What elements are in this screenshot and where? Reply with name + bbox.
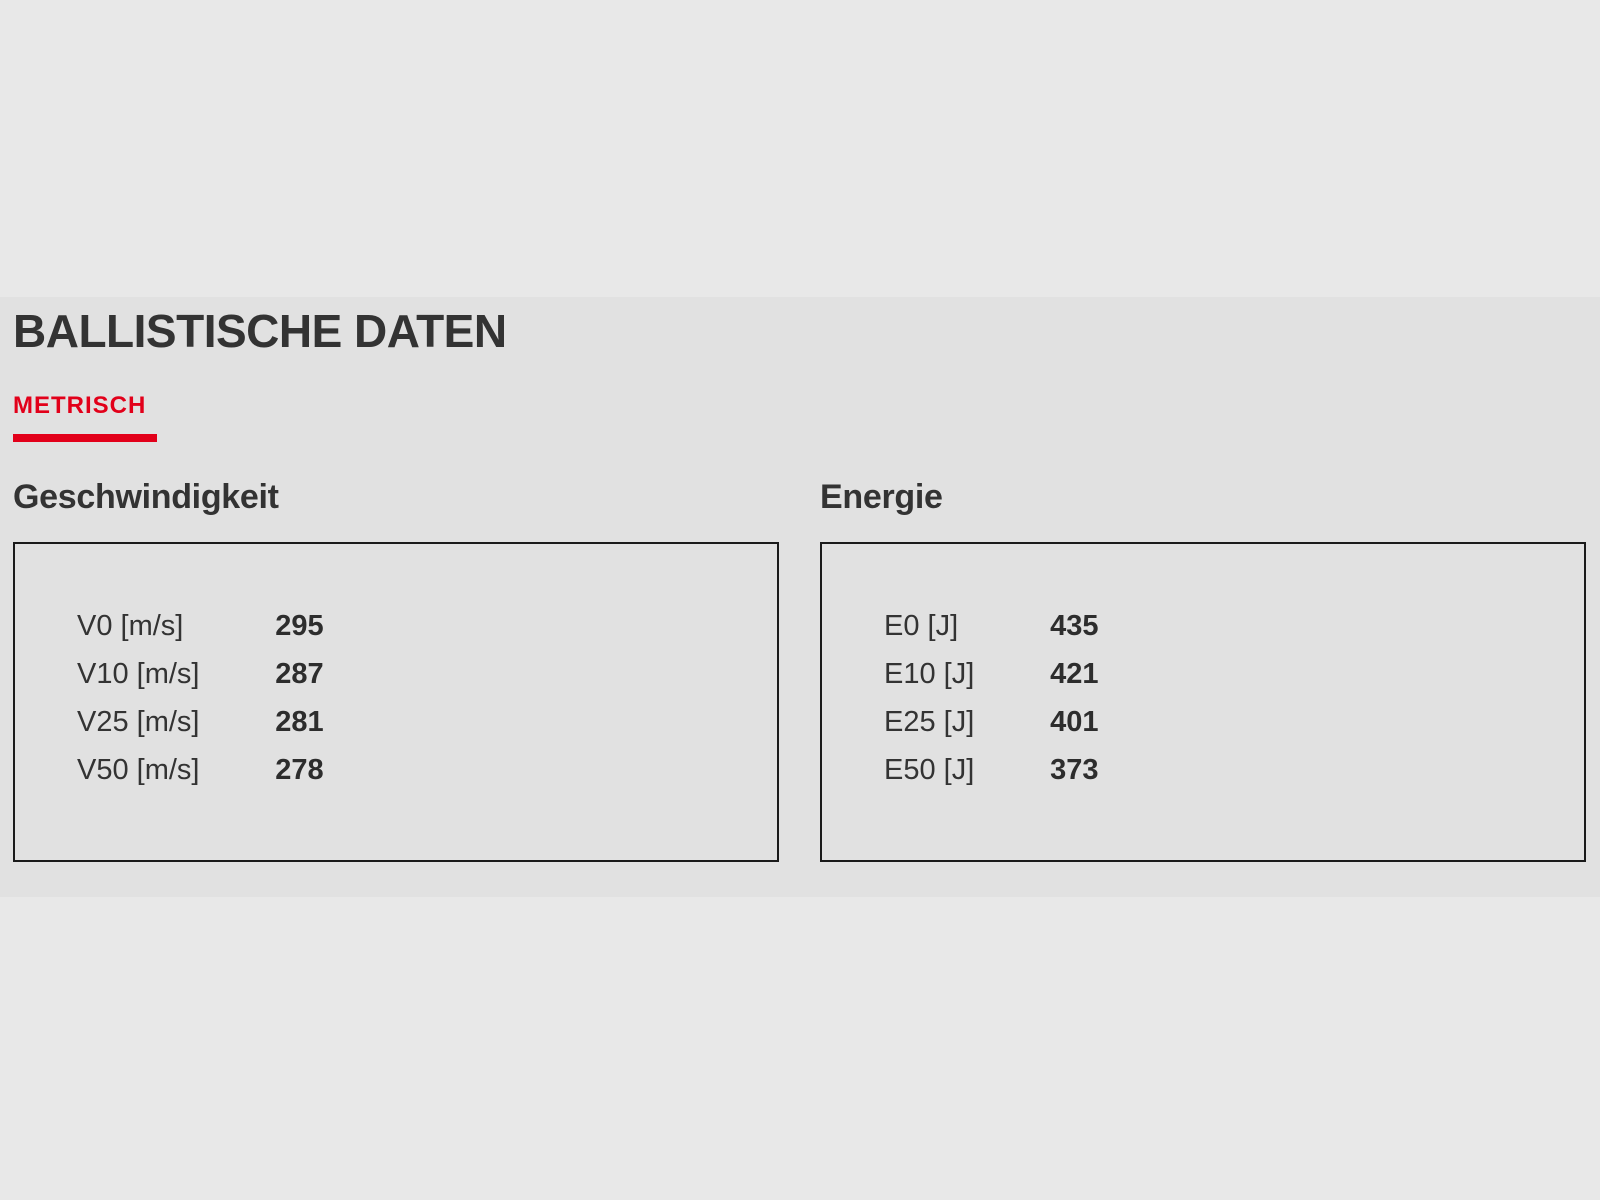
tab-active-underline	[13, 434, 157, 443]
row-value: 421	[1050, 658, 1099, 691]
ballistics-section: BALLISTISCHE DATEN METRISCH Geschwindigk…	[0, 297, 1600, 897]
geschwindigkeit-box: V0 [m/s] 295 V10 [m/s] 287 V25 [m/s] 281…	[13, 542, 779, 863]
row-value: 435	[1050, 610, 1099, 643]
row-value: 401	[1050, 706, 1099, 739]
row-label: V50 [m/s]	[77, 754, 200, 787]
row-label: E0 [J]	[884, 610, 959, 643]
row-value: 287	[275, 658, 324, 691]
column-geschwindigkeit: Geschwindigkeit V0 [m/s] 295 V10 [m/s] 2…	[13, 478, 779, 863]
geschwindigkeit-table: V0 [m/s] 295 V10 [m/s] 287 V25 [m/s] 281…	[77, 602, 777, 794]
row-label: V25 [m/s]	[77, 706, 200, 739]
row-label: E25 [J]	[884, 706, 975, 739]
section-title: BALLISTISCHE DATEN	[13, 305, 507, 357]
row-label: E10 [J]	[884, 658, 975, 691]
row-value: 281	[275, 706, 324, 739]
row-value: 278	[275, 754, 324, 787]
energie-box: E0 [J] 435 E10 [J] 421 E25 [J] 401 E50 […	[820, 542, 1586, 863]
tab-metrisch-label: METRISCH	[13, 392, 147, 420]
column-heading-geschwindigkeit: Geschwindigkeit	[13, 478, 279, 517]
row-label: E50 [J]	[884, 754, 975, 787]
tab-metrisch[interactable]: METRISCH	[13, 391, 157, 443]
row-value: 295	[275, 610, 324, 643]
column-energie: Energie E0 [J] 435 E10 [J] 421 E25 [J] 4…	[820, 478, 1586, 863]
row-label: V10 [m/s]	[77, 658, 200, 691]
energie-table: E0 [J] 435 E10 [J] 421 E25 [J] 401 E50 […	[884, 602, 1584, 794]
column-heading-energie: Energie	[820, 478, 943, 517]
data-columns: Geschwindigkeit V0 [m/s] 295 V10 [m/s] 2…	[13, 478, 1587, 863]
row-value: 373	[1050, 754, 1099, 787]
row-label: V0 [m/s]	[77, 610, 184, 643]
